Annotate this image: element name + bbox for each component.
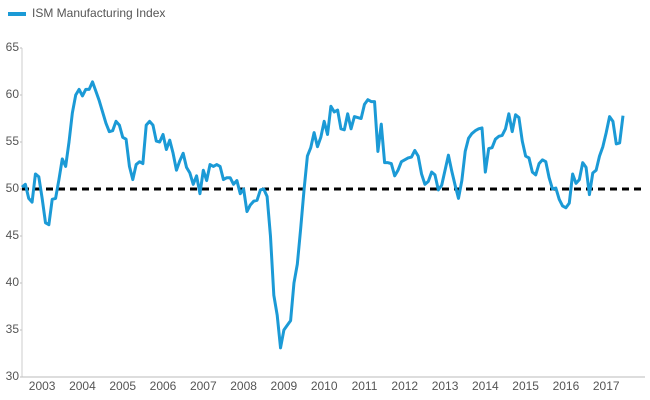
x-tick-label: 2008	[230, 379, 257, 393]
x-tick-label: 2011	[352, 379, 378, 393]
x-tick-label: 2009	[271, 379, 298, 393]
y-tick-label: 35	[6, 322, 20, 336]
x-tick-label: 2014	[472, 379, 499, 393]
x-tick-label: 2013	[432, 379, 459, 393]
y-tick-label: 40	[6, 275, 20, 289]
y-tick-label: 60	[6, 87, 20, 101]
x-tick-label: 2006	[150, 379, 177, 393]
x-tick-label: 2016	[553, 379, 580, 393]
y-tick-label: 55	[6, 134, 20, 148]
x-tick-label: 2003	[29, 379, 56, 393]
data-line	[21, 80, 625, 350]
x-tick-label: 2012	[391, 379, 418, 393]
y-tick-label: 65	[6, 40, 20, 54]
y-tick-label: 50	[6, 181, 20, 195]
x-tick-label: 2015	[512, 379, 539, 393]
x-tick-label: 2005	[109, 379, 136, 393]
x-tick-label: 2004	[69, 379, 96, 393]
x-tick-label: 2010	[311, 379, 338, 393]
y-tick-label: 30	[6, 369, 20, 383]
legend-label: ISM Manufacturing Index	[32, 6, 165, 20]
y-tick-label: 45	[6, 228, 20, 242]
x-tick-label: 2007	[190, 379, 217, 393]
x-tick-label: 2017	[593, 379, 620, 393]
